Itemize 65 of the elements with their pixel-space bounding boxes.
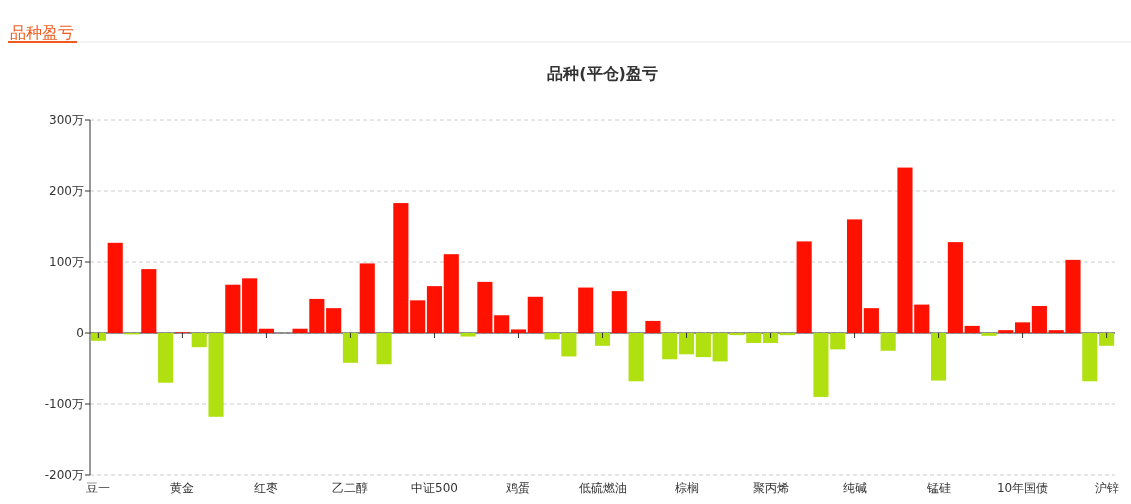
x-tick-label: 锰硅 [925, 481, 951, 495]
bar [1031, 306, 1047, 333]
x-tick-label: 聚丙烯 [752, 481, 789, 495]
bar [645, 320, 661, 333]
bar [342, 333, 359, 363]
bar [578, 287, 594, 333]
x-tick-label: 黄金 [170, 481, 195, 495]
x-tick-label: 沪锌 [1094, 481, 1119, 495]
x-tick-label: 10年国债 [996, 481, 1049, 495]
bar [863, 308, 879, 333]
bar [107, 242, 123, 333]
bar [1082, 333, 1098, 382]
bar [158, 333, 174, 383]
x-tick-label: 中证500 [411, 481, 458, 495]
x-tick-label: 豆一 [86, 481, 111, 495]
bar [1099, 333, 1115, 346]
x-tick-label: 鸡蛋 [505, 481, 531, 495]
bar [426, 286, 443, 333]
chart-subtitle: 品种(平仓)盈亏 [547, 64, 658, 83]
bar [762, 333, 779, 343]
bar [931, 333, 947, 381]
bar [510, 329, 527, 333]
y-tick-label: -200万 [44, 468, 84, 482]
bar [981, 333, 997, 336]
bar [359, 263, 375, 333]
bar [1015, 322, 1031, 333]
bar [225, 284, 241, 333]
bar [443, 254, 459, 333]
bar [678, 333, 695, 355]
bar [494, 315, 510, 333]
bar [880, 333, 896, 351]
bar [779, 333, 795, 336]
bar [242, 278, 258, 333]
bar [477, 281, 493, 333]
bar [947, 242, 963, 333]
bar [964, 325, 980, 333]
chart-title: 品种盈亏 [10, 23, 74, 42]
bar [846, 219, 863, 333]
bar [90, 333, 106, 341]
bar [796, 241, 812, 333]
bar [611, 291, 627, 333]
bar [628, 333, 644, 382]
x-tick-label: 乙二醇 [332, 481, 369, 495]
bar [695, 333, 711, 358]
x-tick-label: 纯碱 [842, 481, 867, 495]
bar [594, 333, 611, 346]
bar [527, 296, 543, 333]
bar [393, 203, 409, 333]
bar [258, 328, 274, 333]
bar [662, 333, 678, 360]
bar [326, 308, 342, 333]
y-tick-label: 0 [76, 326, 84, 340]
bar [376, 333, 392, 365]
bar [460, 333, 476, 337]
bar [410, 300, 426, 333]
y-tick-label: 300万 [49, 113, 84, 127]
x-tick-label: 红枣 [254, 481, 279, 495]
y-tick-label: 100万 [49, 255, 84, 269]
y-tick-label: 200万 [49, 184, 84, 198]
y-tick-label: -100万 [44, 397, 84, 411]
bar [141, 269, 157, 333]
bar [746, 333, 762, 343]
bar [998, 330, 1014, 333]
x-tick-label: 棕榈 [674, 481, 699, 495]
x-tick-label: 低硫燃油 [578, 481, 627, 495]
